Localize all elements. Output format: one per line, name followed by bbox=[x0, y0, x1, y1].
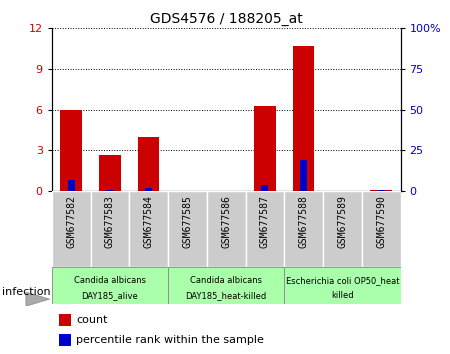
Bar bbox=[58, 314, 71, 326]
Bar bbox=[58, 334, 71, 346]
Text: DAY185_alive: DAY185_alive bbox=[81, 291, 138, 299]
Text: DAY185_heat-killed: DAY185_heat-killed bbox=[185, 291, 267, 299]
Polygon shape bbox=[26, 292, 50, 306]
Text: count: count bbox=[76, 315, 108, 325]
Text: GSM677585: GSM677585 bbox=[182, 195, 193, 248]
FancyBboxPatch shape bbox=[284, 191, 323, 267]
Text: GSM677590: GSM677590 bbox=[376, 195, 386, 248]
Bar bbox=[300, 160, 307, 191]
FancyBboxPatch shape bbox=[52, 267, 168, 304]
Bar bbox=[138, 137, 159, 191]
FancyBboxPatch shape bbox=[207, 191, 246, 267]
Bar bbox=[106, 189, 113, 191]
FancyBboxPatch shape bbox=[362, 191, 400, 267]
Title: GDS4576 / 188205_at: GDS4576 / 188205_at bbox=[150, 12, 302, 26]
Bar bbox=[145, 188, 152, 191]
Bar bbox=[60, 110, 82, 191]
Bar bbox=[378, 189, 385, 191]
Text: GSM677583: GSM677583 bbox=[105, 195, 115, 248]
Text: GSM677584: GSM677584 bbox=[144, 195, 153, 248]
Text: infection: infection bbox=[2, 287, 51, 297]
Text: percentile rank within the sample: percentile rank within the sample bbox=[76, 335, 264, 345]
FancyBboxPatch shape bbox=[52, 191, 90, 267]
Text: GSM677587: GSM677587 bbox=[260, 195, 270, 248]
Bar bbox=[293, 46, 314, 191]
Bar bbox=[68, 180, 75, 191]
Text: Candida albicans: Candida albicans bbox=[190, 276, 262, 285]
Bar bbox=[254, 105, 275, 191]
Text: GSM677589: GSM677589 bbox=[338, 195, 347, 248]
FancyBboxPatch shape bbox=[129, 191, 168, 267]
Bar bbox=[99, 154, 121, 191]
FancyBboxPatch shape bbox=[168, 267, 284, 304]
Text: killed: killed bbox=[331, 291, 354, 299]
Text: Candida albicans: Candida albicans bbox=[74, 276, 146, 285]
Text: GSM677582: GSM677582 bbox=[66, 195, 76, 248]
Bar bbox=[261, 185, 268, 191]
FancyBboxPatch shape bbox=[168, 191, 207, 267]
Text: GSM677586: GSM677586 bbox=[221, 195, 231, 248]
Text: GSM677588: GSM677588 bbox=[299, 195, 309, 248]
Bar bbox=[370, 190, 392, 191]
FancyBboxPatch shape bbox=[284, 267, 400, 304]
FancyBboxPatch shape bbox=[246, 191, 284, 267]
Text: Escherichia coli OP50_heat: Escherichia coli OP50_heat bbox=[286, 276, 399, 285]
FancyBboxPatch shape bbox=[90, 191, 129, 267]
FancyBboxPatch shape bbox=[323, 191, 362, 267]
